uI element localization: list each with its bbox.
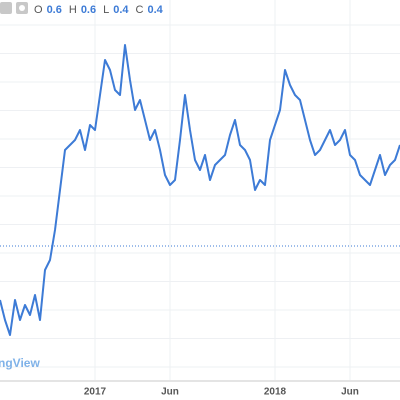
price-line <box>0 44 400 336</box>
ohlc-value: 0.4 <box>147 4 163 16</box>
ohlc-value: 0.4 <box>113 4 129 16</box>
x-tick-label: Jun <box>341 387 359 398</box>
ohlc-key: O <box>34 4 43 16</box>
ohlc-value: 0.6 <box>47 4 62 16</box>
grid <box>0 0 400 380</box>
ohlc-key: H <box>69 4 77 16</box>
ohlc-key: L <box>103 4 109 16</box>
ohlc-value: 0.6 <box>81 4 96 16</box>
ohlc-header: O 0.6 H 0.6 L 0.4 C 0.4 <box>34 4 164 16</box>
x-tick-label: 2018 <box>264 387 287 398</box>
ohlc-key: C <box>136 4 144 16</box>
x-tick-label: 2017 <box>84 387 107 398</box>
icon[interactable] <box>0 2 12 14</box>
x-tick-label: Jun <box>161 387 179 398</box>
plot <box>0 44 400 336</box>
watermark: ngView <box>0 356 40 370</box>
icon-eye <box>19 5 25 11</box>
